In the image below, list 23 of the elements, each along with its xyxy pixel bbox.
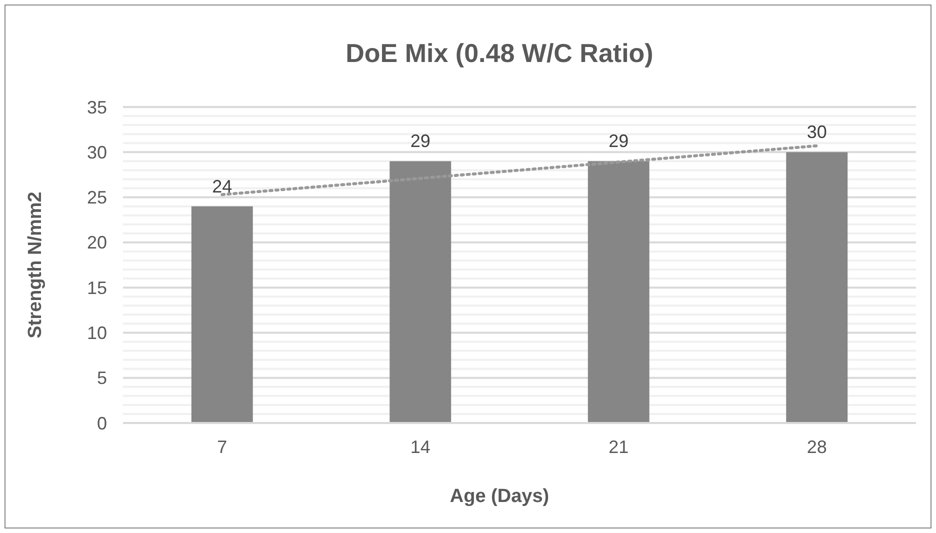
- x-tick-label: 28: [806, 437, 827, 457]
- chart-title: DoE Mix (0.48 W/C Ratio): [346, 38, 654, 68]
- bar: [786, 152, 848, 423]
- x-axis-title: Age (Days): [450, 486, 550, 507]
- data-label: 30: [806, 122, 827, 142]
- x-tick-label: 21: [608, 437, 629, 457]
- y-tick-label: 5: [96, 368, 107, 388]
- y-axis-title: Strength N/mm2: [25, 192, 46, 338]
- data-label: 29: [608, 131, 629, 152]
- bar: [588, 161, 650, 423]
- y-tick-label: 35: [86, 97, 107, 118]
- y-tick-label: 10: [86, 323, 107, 344]
- y-tick-label: 25: [86, 188, 107, 208]
- y-tick-label: 30: [86, 142, 107, 162]
- y-tick-label: 15: [86, 278, 107, 298]
- x-tick-label: 7: [217, 437, 228, 457]
- x-tick-label: 14: [410, 437, 430, 457]
- y-tick-label: 20: [86, 232, 107, 253]
- y-tick-label: 0: [96, 413, 107, 434]
- bar: [390, 161, 452, 423]
- data-label: 24: [212, 176, 232, 196]
- bar: [191, 206, 253, 423]
- data-label: 29: [410, 131, 430, 152]
